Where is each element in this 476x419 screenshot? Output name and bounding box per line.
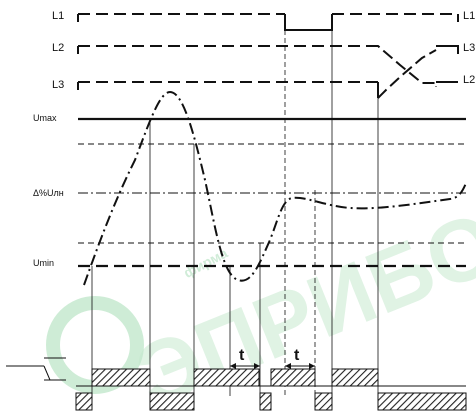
delay-t-label-2: t: [294, 347, 300, 364]
phase-l2-label: L2: [52, 42, 64, 54]
phase-l1-right-label: L1: [463, 10, 475, 22]
delay-t-label-1: t: [239, 347, 245, 364]
phase-l2-right-label: L3: [463, 42, 475, 54]
delay-marker-1: t: [230, 347, 260, 369]
delta-label: Δ%Uлн: [33, 188, 64, 198]
watermark-small-text: фирма: [181, 244, 230, 280]
umax-label: Umax: [33, 113, 57, 123]
relay-timeline-upper: [91, 368, 379, 387]
phase-l2-line: [77, 45, 459, 87]
phase-l3-right-label: L2: [463, 74, 475, 86]
relay-timeline-lower: [75, 392, 467, 411]
watermark-logo-circle: [46, 296, 144, 394]
event-lines-dashed: [284, 30, 316, 396]
relay-output-indicator: [6, 357, 66, 381]
phase-l3-label: L3: [52, 79, 64, 91]
phase-l3-line: [77, 49, 458, 99]
delay-marker-2: t: [285, 347, 315, 369]
phase-l1-line: [77, 13, 459, 31]
phase-l1-label: L1: [52, 10, 64, 22]
umin-label: Umin: [33, 258, 54, 268]
